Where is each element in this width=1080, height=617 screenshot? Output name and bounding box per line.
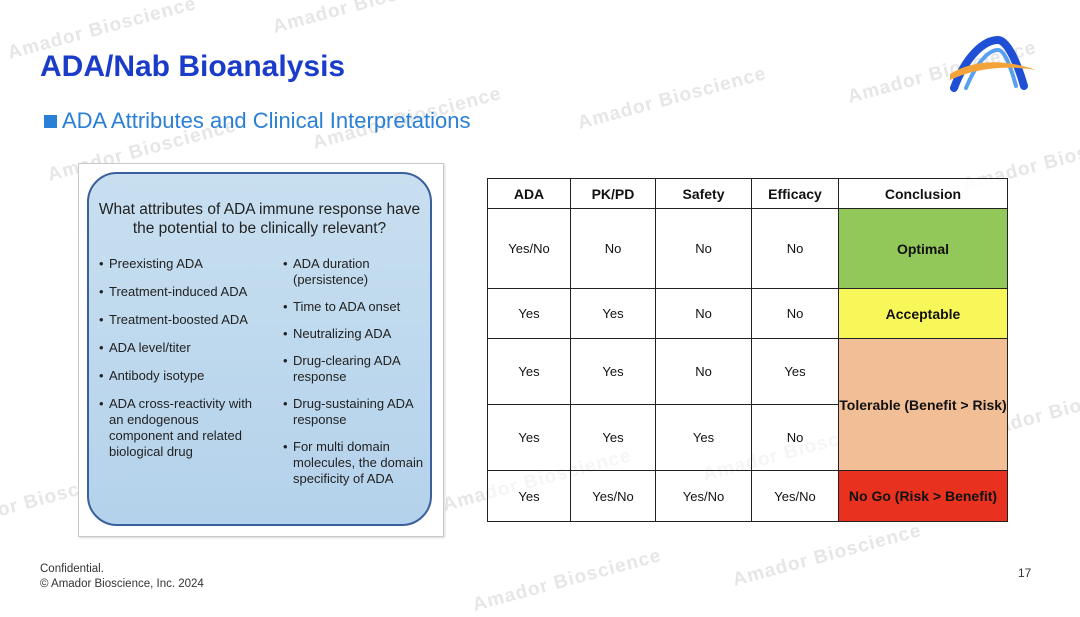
amador-arch-logo-icon	[950, 35, 1036, 92]
table-row: Yes Yes Yes No	[487, 404, 1008, 471]
table-cell: Yes	[655, 404, 752, 471]
copyright-text: © Amador Bioscience, Inc. 2024	[40, 578, 204, 590]
attribute-item: ADA cross-reactivity with an endogenous …	[97, 396, 257, 460]
attribute-item: Preexisting ADA	[97, 256, 257, 272]
subtitle-text: ADA Attributes and Clinical Interpretati…	[62, 108, 471, 133]
table-cell: No	[655, 338, 752, 405]
header-ada: ADA	[487, 178, 571, 209]
attribute-item: Neutralizing ADA	[281, 326, 431, 342]
attribute-item: Treatment-induced ADA	[97, 284, 257, 300]
ada-interpretation-table: ADA PK/PD Safety Efficacy Conclusion Yes…	[487, 178, 1008, 522]
attribute-item: Treatment-boosted ADA	[97, 312, 257, 328]
table-cell: No	[570, 208, 656, 289]
attributes-panel: What attributes of ADA immune response h…	[87, 172, 432, 526]
attribute-item: Antibody isotype	[97, 368, 257, 384]
table-row: Yes/No No No No Optimal	[487, 208, 1008, 289]
company-logo	[946, 35, 1038, 97]
table-cell: Yes/No	[570, 470, 656, 522]
table-header-row: ADA PK/PD Safety Efficacy Conclusion	[487, 178, 1008, 209]
header-efficacy: Efficacy	[751, 178, 839, 209]
slide-subtitle: ADA Attributes and Clinical Interpretati…	[44, 108, 470, 134]
watermark-text: Amador Bioscience	[270, 0, 464, 38]
attributes-list-left: Preexisting ADA Treatment-induced ADA Tr…	[97, 256, 257, 472]
table-cell: Yes	[751, 338, 839, 405]
conclusion-acceptable: Acceptable	[838, 288, 1008, 339]
watermark-text: Amador Bioscience	[575, 63, 769, 134]
table-cell: Yes	[487, 288, 571, 339]
header-conclusion: Conclusion	[838, 178, 1008, 209]
attributes-question: What attributes of ADA immune response h…	[98, 201, 421, 237]
table-cell: Yes	[570, 288, 656, 339]
header-pkpd: PK/PD	[570, 178, 656, 209]
square-bullet-icon	[44, 114, 57, 128]
confidential-label: Confidential.	[40, 563, 104, 575]
attribute-item: Drug-sustaining ADA response	[281, 396, 431, 428]
table-cell: No	[751, 208, 839, 289]
conclusion-tolerable: Tolerable (Benefit > Risk)	[838, 338, 1008, 471]
table-cell: Yes	[570, 338, 656, 405]
table-cell: No	[751, 404, 839, 471]
table-cell: No	[655, 288, 752, 339]
table-cell: Yes/No	[655, 470, 752, 522]
attribute-item: Time to ADA onset	[281, 299, 431, 315]
watermark-text: Amador Bioscience	[470, 545, 664, 616]
attribute-item: ADA duration (persistence)	[281, 256, 431, 288]
conclusion-no-go: No Go (Risk > Benefit)	[838, 470, 1008, 522]
attribute-item: Drug-clearing ADA response	[281, 353, 431, 385]
header-safety: Safety	[655, 178, 752, 209]
watermark-text: Amador Bioscience	[730, 520, 924, 591]
ada-attributes-figure: What attributes of ADA immune response h…	[78, 163, 444, 537]
attributes-list-right: ADA duration (persistence) Time to ADA o…	[281, 256, 431, 498]
table-cell: Yes/No	[751, 470, 839, 522]
conclusion-optimal: Optimal	[838, 208, 1008, 289]
table-cell: Yes	[570, 404, 656, 471]
attribute-item: For multi domain molecules, the domain s…	[281, 439, 431, 487]
table-cell: No	[655, 208, 752, 289]
table-cell: No	[751, 288, 839, 339]
table-cell: Yes	[487, 338, 571, 405]
table-row: Yes Yes No No Acceptable	[487, 288, 1008, 339]
table-row: Yes Yes/No Yes/No Yes/No No Go (Risk > B…	[487, 470, 1008, 522]
slide-title: ADA/Nab Bioanalysis	[40, 50, 346, 83]
table-cell: Yes	[487, 404, 571, 471]
page-number: 17	[1018, 566, 1032, 580]
table-cell: Yes	[487, 470, 571, 522]
footer: Confidential. © Amador Bioscience, Inc. …	[40, 562, 204, 592]
attribute-item: ADA level/titer	[97, 340, 257, 356]
table-cell: Yes/No	[487, 208, 571, 289]
table-row: Yes Yes No Yes Tolerable (Benefit > Risk…	[487, 338, 1008, 471]
